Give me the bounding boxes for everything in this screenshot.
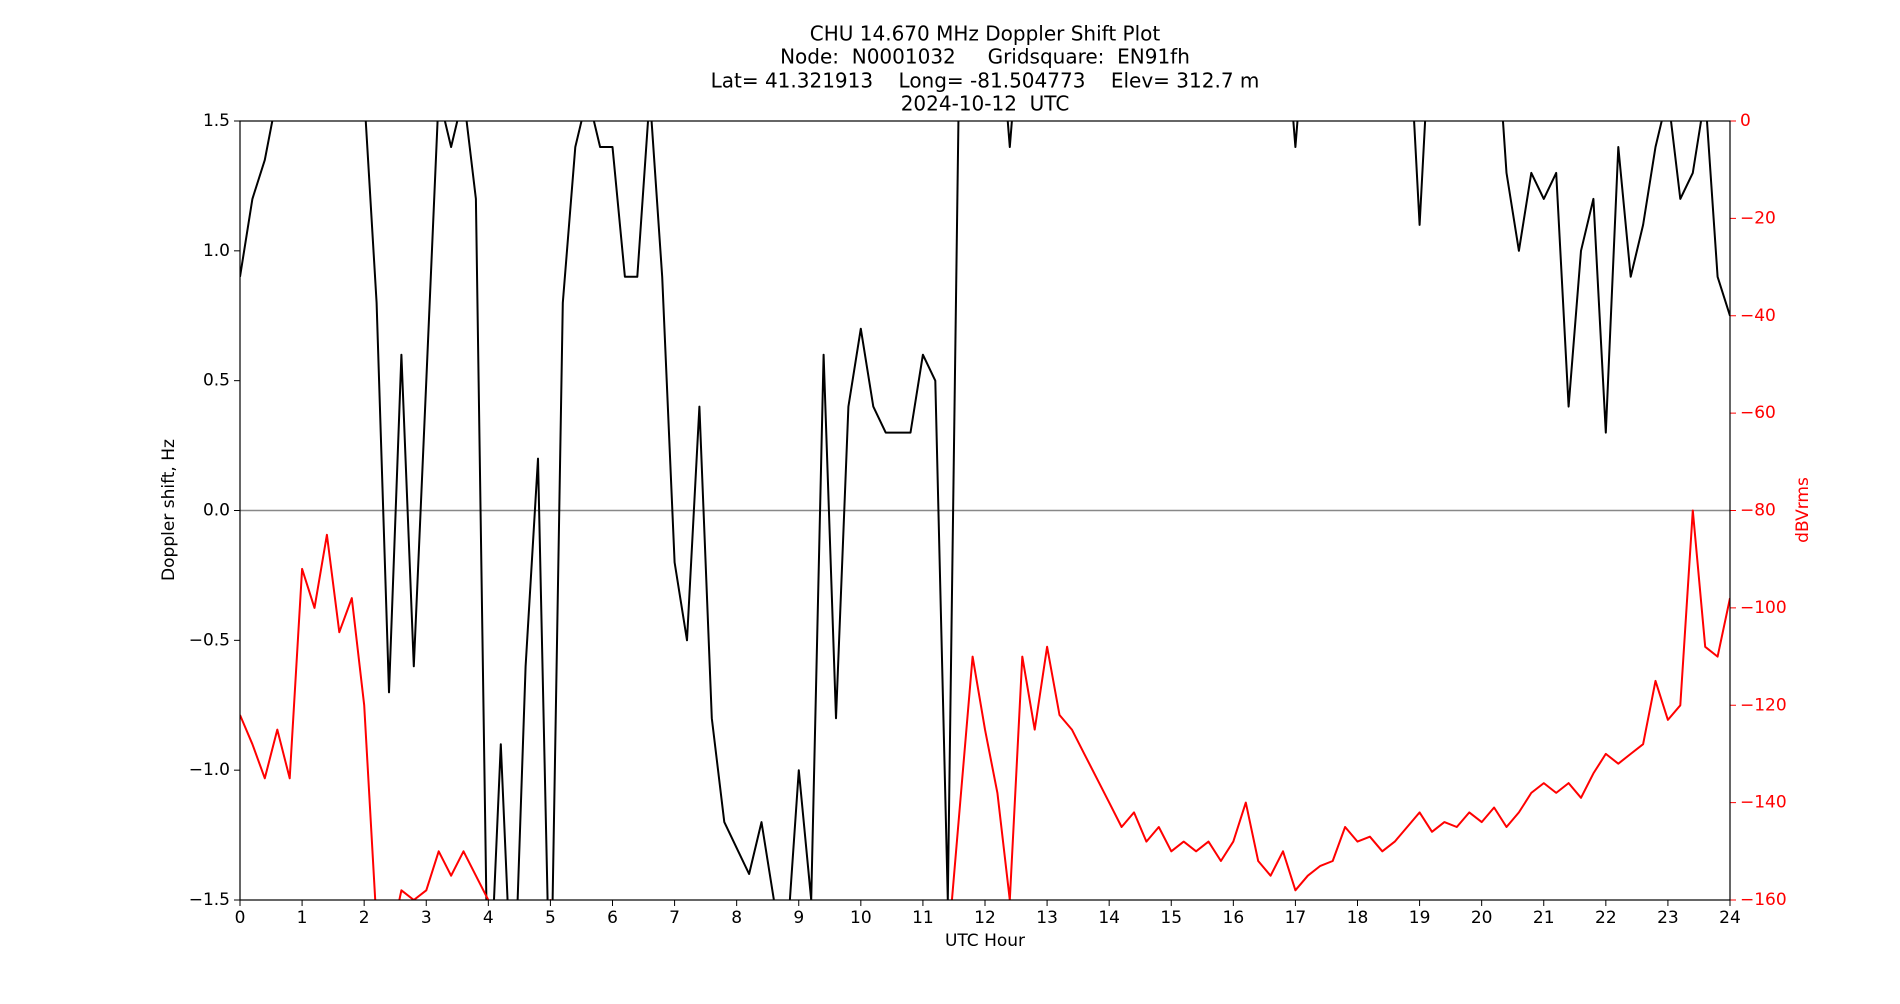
y2-tick-label: −60 — [1740, 403, 1776, 423]
x-tick-label: 17 — [1285, 908, 1307, 928]
y-axis-label: Doppler shift, Hz — [159, 439, 179, 581]
y2-tick-label: −160 — [1740, 890, 1787, 910]
y-tick-label: −0.5 — [189, 630, 230, 650]
x-tick-label: 6 — [607, 908, 618, 928]
x-tick-label: 11 — [912, 908, 934, 928]
y-tick-label: 0.0 — [203, 501, 230, 521]
x-axis-label: UTC Hour — [945, 931, 1025, 951]
y2-tick-label: −120 — [1740, 695, 1787, 715]
x-tick-label: 21 — [1533, 908, 1555, 928]
x-tick-label: 24 — [1719, 908, 1741, 928]
title-line: Lat= 41.321913 Long= -81.504773 Elev= 31… — [711, 69, 1260, 93]
x-tick-label: 4 — [483, 908, 494, 928]
title-line: CHU 14.670 MHz Doppler Shift Plot — [810, 22, 1161, 46]
series-line — [240, 509, 1730, 900]
plot-area — [240, 121, 1730, 900]
x-tick-label: 13 — [1036, 908, 1058, 928]
x-tick-label: 20 — [1471, 908, 1493, 928]
x-tick-label: 16 — [1223, 908, 1245, 928]
y2-axis-label: dBVrms — [1793, 477, 1813, 543]
y-tick-label: −1.0 — [189, 760, 230, 780]
x-tick-label: 9 — [793, 908, 804, 928]
y2-tick-label: −20 — [1740, 208, 1776, 228]
x-tick-label: 18 — [1347, 908, 1369, 928]
x-tick-label: 5 — [545, 908, 556, 928]
plot-frame — [239, 120, 1731, 901]
y-tick-label: 0.5 — [203, 371, 230, 391]
y2-tick-label: −100 — [1740, 598, 1787, 618]
y2-tick-label: −80 — [1740, 501, 1776, 521]
y-tick-label: 1.0 — [203, 241, 230, 261]
x-tick-label: 1 — [297, 908, 308, 928]
y2-tick-label: 0 — [1740, 111, 1751, 131]
x-tick-label: 8 — [731, 908, 742, 928]
x-tick-label: 7 — [669, 908, 680, 928]
y-tick-label: −1.5 — [189, 890, 230, 910]
y2-tick-label: −140 — [1740, 793, 1787, 813]
title-line: 2024-10-12 UTC — [901, 92, 1070, 116]
x-tick-label: 23 — [1657, 908, 1679, 928]
x-tick-label: 19 — [1409, 908, 1431, 928]
series-line — [240, 121, 1730, 900]
x-tick-label: 12 — [974, 908, 996, 928]
x-tick-label: 10 — [850, 908, 872, 928]
x-tick-label: 0 — [235, 908, 246, 928]
y-tick-label: 1.5 — [203, 111, 230, 131]
x-tick-label: 3 — [421, 908, 432, 928]
x-tick-label: 22 — [1595, 908, 1617, 928]
x-tick-label: 15 — [1160, 908, 1182, 928]
title-line: Node: N0001032 Gridsquare: EN91fh — [780, 45, 1190, 69]
y2-tick-label: −40 — [1740, 306, 1776, 326]
x-tick-label: 2 — [359, 908, 370, 928]
x-tick-label: 14 — [1098, 908, 1120, 928]
